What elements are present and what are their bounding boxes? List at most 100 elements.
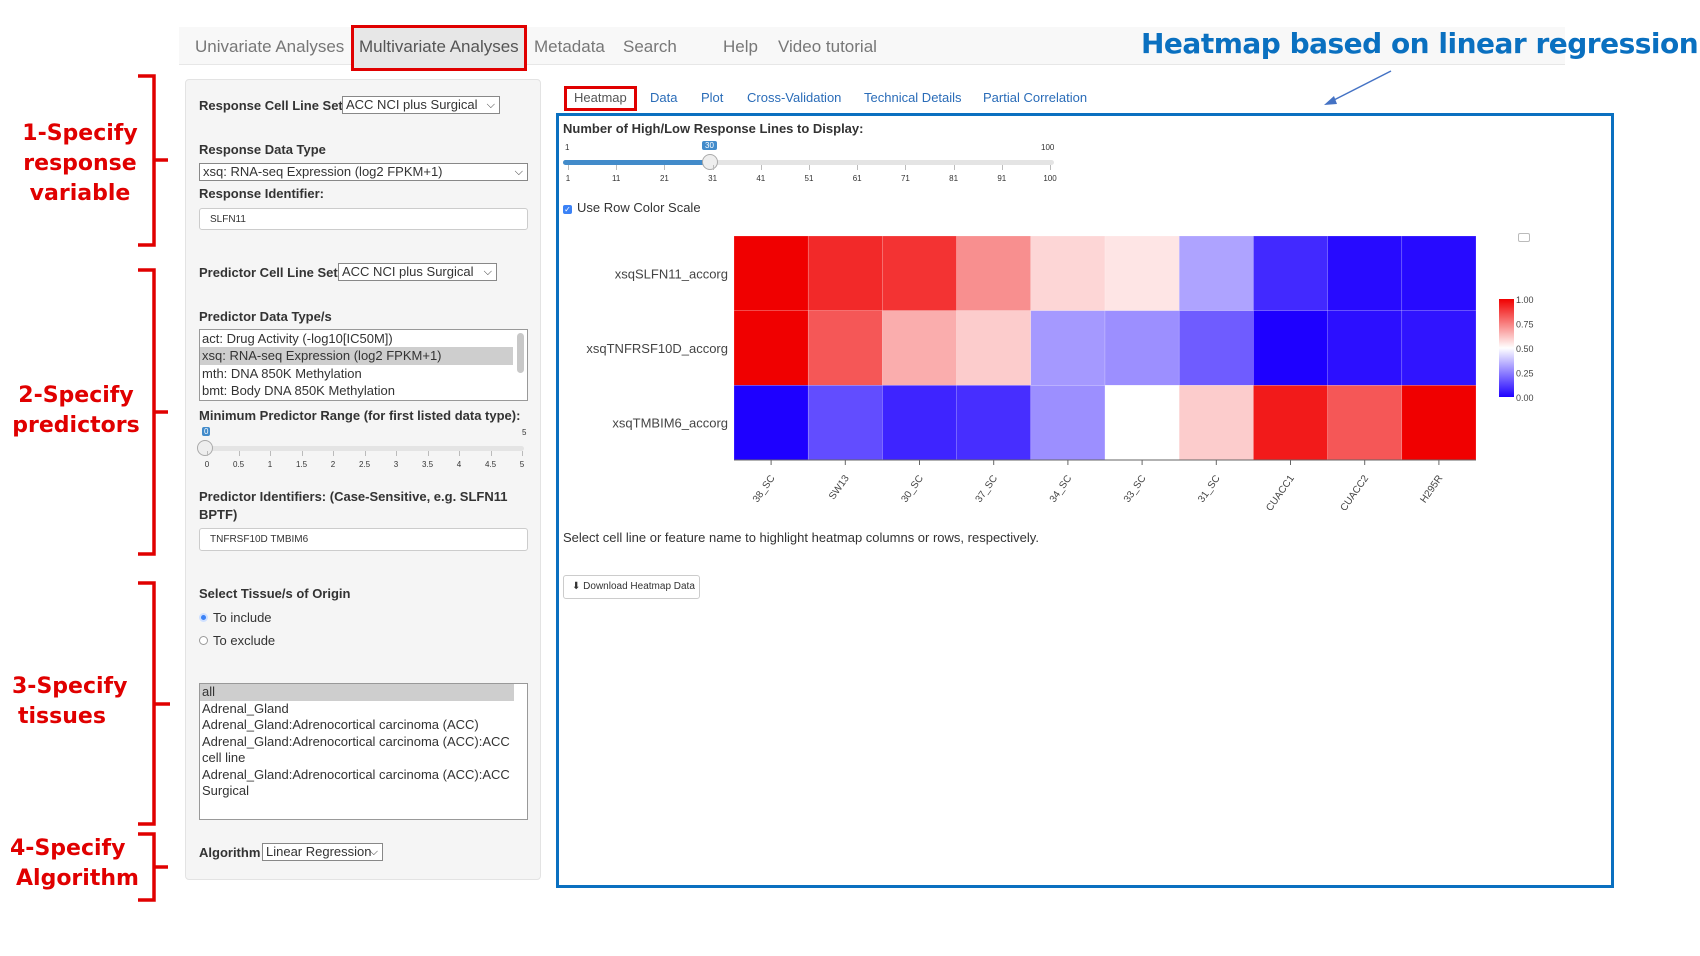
column-label[interactable]: 31_SC [1196,473,1223,504]
response-lines-slider-handle[interactable] [702,154,718,170]
slider-tick [664,165,666,170]
tab-partial-correlation[interactable]: Partial Correlation [983,90,1088,105]
column-label[interactable]: CUACC1 [1264,473,1297,510]
slider-tick-label: 31 [708,174,718,183]
chevron-down-icon: ⌵ [514,166,523,178]
heatmap-cell[interactable] [1104,235,1180,311]
heatmap-cell[interactable] [956,310,1032,386]
radio-include[interactable]: To include [199,610,272,625]
list-option[interactable]: Adrenal_Gland:Adrenocortical carcinoma (… [202,733,510,766]
slider-tick [857,165,859,170]
min-range-slider-handle[interactable] [197,440,213,456]
annotation-1: 1-Specify response variable [22,121,138,206]
highlight-box [564,86,637,111]
heatmap-cell[interactable] [1327,385,1403,461]
heatmap-cell[interactable] [956,385,1032,461]
heatmap-cell[interactable] [1178,310,1254,386]
tab-data[interactable]: Data [650,90,678,105]
column-label[interactable]: H295R [1418,473,1445,505]
nav-univariate[interactable]: Univariate Analyses [195,37,345,56]
slider-tick-label: 0.5 [232,460,245,469]
list-option[interactable]: all [200,684,514,701]
row-label[interactable]: xsqSLFN11_accorg [615,266,728,281]
download-icon: ⬇ [572,581,584,592]
response-lines-slider-track[interactable] [563,160,1054,165]
heatmap-chart[interactable]: xsqSLFN11_accorg xsqTNFRSF10D_accorg xsqTM… [556,220,1556,510]
tissues-listbox[interactable]: all Adrenal_Gland Adrenal_Gland:Adrenocort… [199,683,528,820]
list-option[interactable]: mth: DNA 850K Methylation [202,365,362,381]
column-label[interactable]: 33_SC [1122,473,1149,504]
heatmap-cell[interactable] [882,235,957,311]
response-data-type-select[interactable]: xsq: RNA-seq Expression (log2 FPKM+1) ⌵ [199,163,528,181]
nav-help[interactable]: Help [723,37,758,56]
heatmap-cell[interactable] [1401,310,1477,386]
slider-tick-label: 2.5 [358,460,371,469]
column-label[interactable]: 30_SC [899,473,926,504]
heatmap-cell[interactable] [807,310,883,386]
list-option[interactable]: xsq: RNA-seq Expression (log2 FPKM+1) [200,347,513,365]
scrollbar[interactable] [517,333,524,373]
heatmap-cell[interactable] [1030,385,1106,461]
list-option[interactable]: bmt: Body DNA 850K Methylation [202,383,395,399]
column-label[interactable]: CUACC2 [1339,473,1372,510]
list-option[interactable]: act: Drug Activity (-log10[IC50M]) [202,331,393,346]
list-option[interactable]: Adrenal_Gland:Adrenocortical carcinoma (… [202,717,479,732]
row-label[interactable]: xsqTMBIM6_accorg [612,416,728,431]
nav-metadata[interactable]: Metadata [534,37,605,56]
radio-exclude[interactable]: To exclude [199,633,275,648]
tab-plot[interactable]: Plot [701,90,724,105]
heatmap-cell[interactable] [807,385,883,461]
tab-cross-validation[interactable]: Cross-Validation [747,90,842,105]
min-range-slider-track[interactable] [205,446,524,451]
tab-technical-details[interactable]: Technical Details [864,90,962,105]
column-label[interactable]: 38_SC [751,473,778,504]
heatmap-cell[interactable] [733,235,809,311]
nav-multivariate[interactable]: Multivariate Analyses [359,37,519,56]
column-label[interactable]: SW13 [827,473,852,502]
heatmap-cell[interactable] [1253,385,1328,461]
predictor-cell-line-set-select[interactable]: ACC NCI plus Surgical ⌵ [338,263,497,281]
heatmap-cell[interactable] [1401,235,1477,311]
list-option[interactable]: Adrenal_Gland:Adrenocortical carcinoma (… [202,766,510,799]
column-label[interactable]: 37_SC [974,473,1001,504]
list-option[interactable]: Adrenal_Gland [202,700,289,716]
heatmap-cell[interactable] [1178,235,1254,311]
response-cell-line-set-select[interactable]: ACC NCI plus Surgical ⌵ [342,96,500,114]
heatmap-cell[interactable] [1104,310,1180,386]
heatmap-cell[interactable] [1178,385,1254,461]
heatmap-cell[interactable] [1401,385,1477,461]
heatmap-cell[interactable] [1327,235,1403,311]
label: Predictor Identifiers: (Case-Sensitive, … [199,489,508,522]
download-heatmap-button[interactable]: ⬇ Download Heatmap Data [563,575,700,599]
heatmap-cell[interactable] [1327,310,1403,386]
heatmap-cell[interactable] [956,235,1032,311]
predictor-identifiers-input[interactable]: TNFRSF10D TMBIM6 [199,528,528,551]
column-label[interactable]: 34_SC [1048,473,1075,504]
heatmap-cell[interactable] [733,385,809,461]
response-identifier-input[interactable]: SLFN11 [199,208,528,230]
heatmap-cell[interactable] [1253,310,1328,386]
predictor-data-types-listbox[interactable]: act: Drug Activity (-log10[IC50M]) xsq: R… [199,329,528,401]
heatmap-cell[interactable] [1253,235,1328,311]
heatmap-cell[interactable] [733,310,809,386]
colorbar-tick-label: 0.50 [1516,344,1534,354]
camera-icon[interactable] [1518,233,1530,242]
algorithm-select[interactable]: Linear Regression ⌵ [262,843,383,861]
heatmap-cell[interactable] [1030,310,1106,386]
tab-heatmap[interactable]: Heatmap [574,90,627,105]
slider-tick-label: 81 [949,174,959,183]
heatmap-cell[interactable] [882,310,957,386]
row-label[interactable]: xsqTNFRSF10D_accorg [586,341,728,356]
slider-tick [568,165,569,170]
heatmap-highlight-box [556,113,1614,888]
row-color-scale-checkbox[interactable]: ✓ Use Row Color Scale [563,200,701,215]
heatmap-cell[interactable] [1104,385,1180,461]
slider-tick [809,165,810,170]
heatmap-hint: Select cell line or feature name to high… [563,530,1039,545]
heatmap-cell[interactable] [882,385,957,461]
nav-video-tutorial[interactable]: Video tutorial [778,37,877,56]
heatmap-cell[interactable] [807,235,883,311]
nav-search[interactable]: Search [623,37,677,56]
slider-tick [522,451,523,456]
heatmap-cell[interactable] [1030,235,1106,311]
